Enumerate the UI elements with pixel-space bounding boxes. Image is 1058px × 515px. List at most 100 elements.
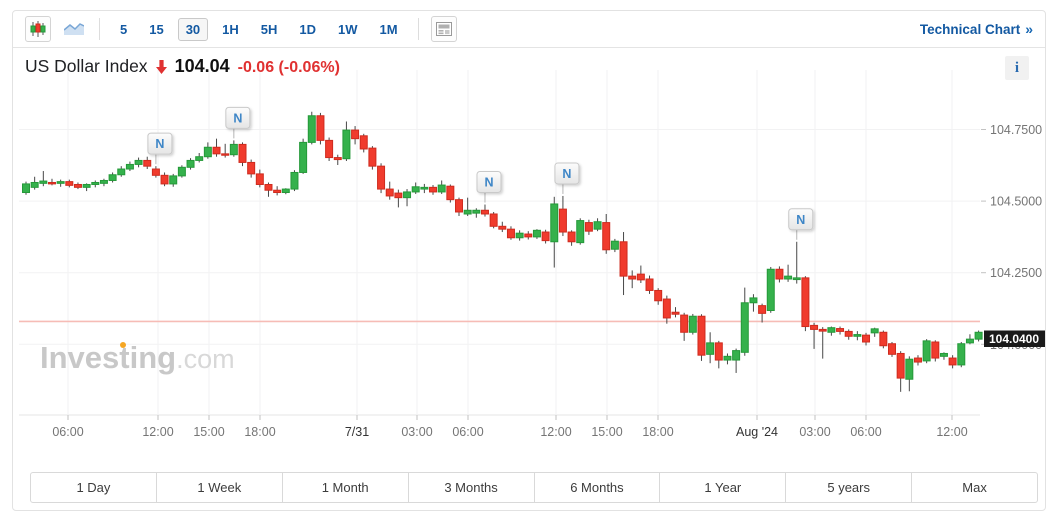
candle [480,204,489,217]
candle [939,352,948,360]
candle [446,184,455,203]
candle [238,142,247,167]
chart-area: US Dollar Index 104.04 -0.06 (-0.06%) i … [13,48,1045,472]
news-marker[interactable]: N [225,106,251,139]
interval-button-1w[interactable]: 1W [330,18,366,41]
candle [73,182,82,190]
chart-toolbar: 5 15 30 1H 5H 1D 1W 1M Technical Chart » [13,11,1045,48]
candle [151,166,160,178]
news-marker[interactable]: N [147,132,173,165]
news-marker[interactable]: N [554,162,580,194]
candle [177,165,186,178]
news-marker[interactable]: N [788,208,814,240]
candle [117,166,126,177]
candle [377,163,386,194]
candle [896,351,905,392]
range-button-3-months[interactable]: 3 Months [407,473,534,502]
candle [368,146,377,170]
candle [723,353,732,365]
candle [99,178,108,187]
candle [316,112,325,145]
candle [714,340,723,369]
news-overlay-button[interactable] [430,16,457,42]
candle [801,276,810,332]
candle [567,230,576,246]
candle [706,332,715,364]
candle [506,226,515,240]
candle [732,348,741,373]
range-button-max[interactable]: Max [911,473,1037,502]
candle [645,275,654,294]
info-button[interactable]: i [1005,56,1029,80]
candle [654,288,663,305]
candle [455,197,463,216]
candle [576,218,585,245]
candle [134,157,143,168]
candle [853,331,862,341]
area-chart-type-button[interactable] [61,16,87,42]
interval-button-5h[interactable]: 5H [253,18,286,41]
interval-button-1m[interactable]: 1M [372,18,406,41]
range-button-1-week[interactable]: 1 Week [155,473,282,502]
candle [203,142,212,159]
range-button-1-month[interactable]: 1 Month [281,473,408,502]
price-chart[interactable]: 104.7500104.5000104.2500104.000006:0012:… [13,48,1045,472]
candle [351,126,360,145]
candle [212,138,221,157]
interval-button-1d[interactable]: 1D [291,18,324,41]
x-axis-label: Aug '24 [736,425,778,439]
news-marker[interactable]: N [476,171,502,203]
area-chart-icon [64,23,84,35]
technical-chart-label: Technical Chart [919,21,1021,37]
candle [229,140,238,157]
x-axis-label: 18:00 [244,425,275,439]
svg-text:N: N [233,111,242,125]
candle [541,229,550,244]
x-axis-label: 03:00 [799,425,830,439]
candle [472,208,481,218]
interval-button-1h[interactable]: 1H [214,18,247,41]
candle [775,266,784,283]
last-price: 104.04 [174,56,230,76]
technical-chart-link[interactable]: Technical Chart » [920,21,1033,37]
x-axis-label: 18:00 [642,425,673,439]
candle [931,340,940,362]
candlestick-chart-type-button[interactable] [25,16,51,42]
range-selector: 1 Day 1 Week 1 Month 3 Months 6 Months 1 Year… [30,472,1038,503]
candle [30,176,39,190]
candle [333,154,342,166]
interval-button-30[interactable]: 30 [177,17,209,41]
candle [403,189,412,207]
chart-widget: 5 15 30 1H 5H 1D 1W 1M Technical Chart » US Dol… [12,10,1046,511]
candle [385,181,394,200]
candle [913,355,922,366]
candle [827,326,836,336]
candle [948,355,957,369]
candle [195,152,204,163]
watermark-dot [120,342,126,348]
candle [264,182,273,197]
interval-button-5[interactable]: 5 [112,18,135,41]
candle [91,180,100,188]
candle [125,161,134,172]
candle [810,322,819,349]
svg-text:N: N [155,137,164,151]
candle [143,156,152,170]
candle [281,188,290,195]
price-down-arrow-icon [155,60,167,79]
candle [411,182,420,194]
range-button-1-day[interactable]: 1 Day [31,473,156,502]
candle [394,189,403,208]
range-button-1-year[interactable]: 1 Year [659,473,785,502]
candle [974,330,983,342]
interval-button-15[interactable]: 15 [141,18,171,41]
candle [619,232,628,296]
range-button-5-years[interactable]: 5 years [785,473,911,502]
candle [593,218,602,232]
candle [39,171,48,187]
range-button-6-months[interactable]: 6 Months [533,473,660,502]
candle [255,169,264,188]
candle [359,133,368,153]
double-chevron-icon: » [1025,21,1033,37]
x-axis-label: 12:00 [142,425,173,439]
